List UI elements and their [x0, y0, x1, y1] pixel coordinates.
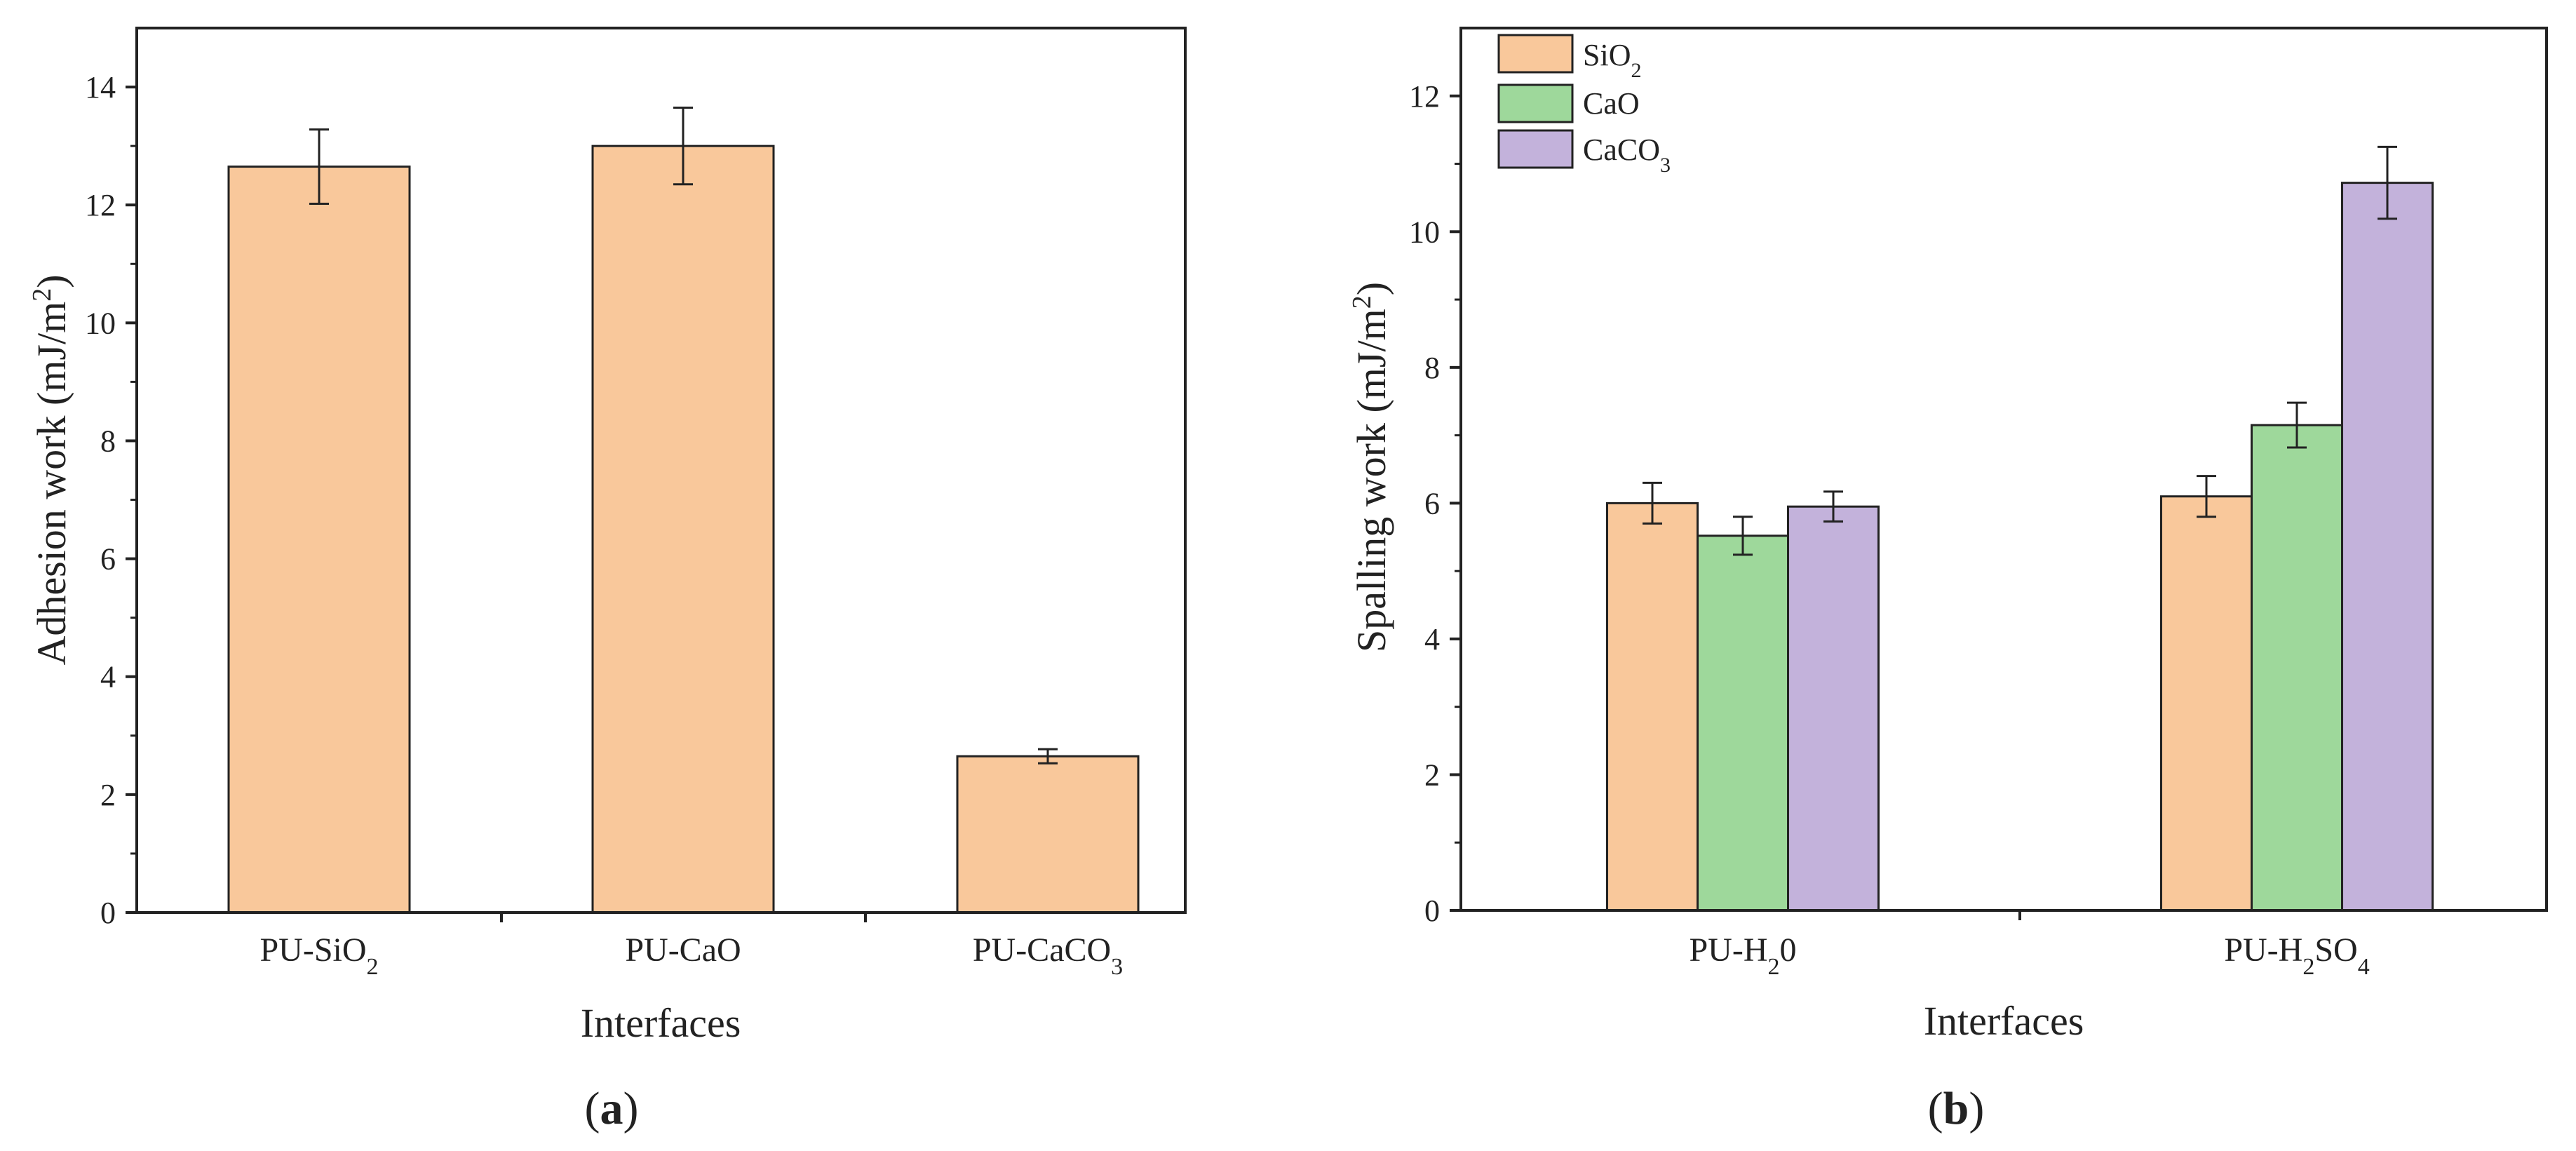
- bar: [591, 144, 775, 914]
- y-ticks: 0 2 4 6 8 10 12 14: [85, 70, 137, 930]
- plot-frame: [135, 27, 1187, 914]
- y-ticks: 0 2 4 6 8 10 12: [1409, 79, 1461, 928]
- y-axis-title: Spalling work (mJ/m2): [1347, 282, 1394, 652]
- y-tick-label: 6: [100, 542, 116, 577]
- legend-label-cao: CaO: [1583, 86, 1640, 121]
- chart-adhesion-work: 0 2 4 6 8 10 12 14 Adhesion work (mJ/m2) Interf…: [27, 27, 1187, 1134]
- legend-label-caco3: CaCO3: [1583, 133, 1671, 177]
- category-label: PU-CaCO3: [973, 931, 1123, 980]
- bar: [2160, 495, 2253, 912]
- legend-swatch-sio2: [1497, 34, 1574, 74]
- x-axis-title: Interfaces: [1924, 998, 2084, 1044]
- legend-swatch-caco3: [1497, 129, 1574, 169]
- panel-label-b: (b): [1928, 1083, 1985, 1134]
- legend: SiO2 CaO CaCO3: [1497, 34, 1671, 177]
- y-tick-label: 12: [85, 188, 116, 222]
- bar: [2341, 182, 2434, 912]
- bar: [1697, 534, 1789, 912]
- y-tick-label: 4: [100, 660, 116, 694]
- legend-label-sio2: SiO2: [1583, 38, 1641, 82]
- error-bars: [309, 106, 1058, 765]
- bar: [1787, 505, 1880, 912]
- y-tick-label: 6: [1424, 486, 1440, 520]
- y-tick-label: 8: [1424, 351, 1440, 385]
- y-tick-label: 8: [100, 424, 116, 458]
- panel-label-a: (a): [585, 1083, 639, 1134]
- legend-swatch-cao: [1497, 83, 1574, 123]
- bars: [1606, 182, 2434, 912]
- y-tick-label: 10: [85, 306, 116, 340]
- y-tick-label: 0: [1424, 894, 1440, 928]
- y-axis-title: Adhesion work (mJ/m2): [27, 274, 74, 665]
- category-label: PU-SiO2: [259, 931, 378, 980]
- category-label: PU-H2SO4: [2224, 931, 2369, 980]
- bar: [1606, 502, 1699, 912]
- bars: [227, 144, 1140, 914]
- error-bars: [1643, 145, 2397, 556]
- y-tick-label: 12: [1409, 79, 1440, 114]
- category-label: PU-H20: [1689, 931, 1796, 980]
- bar: [2251, 424, 2343, 912]
- y-tick-label: 14: [85, 70, 116, 105]
- x-ticks: [500, 913, 867, 922]
- y-tick-label: 0: [100, 896, 116, 930]
- bar: [956, 755, 1140, 914]
- bar: [227, 166, 411, 914]
- y-tick-label: 2: [100, 778, 116, 812]
- x-axis-title: Interfaces: [581, 1000, 741, 1046]
- chart-spalling-work: 0 2 4 6 8 10 12 Spalling work (mJ/m2) Interfac…: [1347, 27, 2548, 1134]
- y-tick-label: 4: [1424, 622, 1440, 657]
- category-label: PU-CaO: [625, 931, 741, 969]
- y-tick-label: 2: [1424, 758, 1440, 792]
- y-tick-label: 10: [1409, 215, 1440, 249]
- plot-frame: [1459, 27, 2548, 912]
